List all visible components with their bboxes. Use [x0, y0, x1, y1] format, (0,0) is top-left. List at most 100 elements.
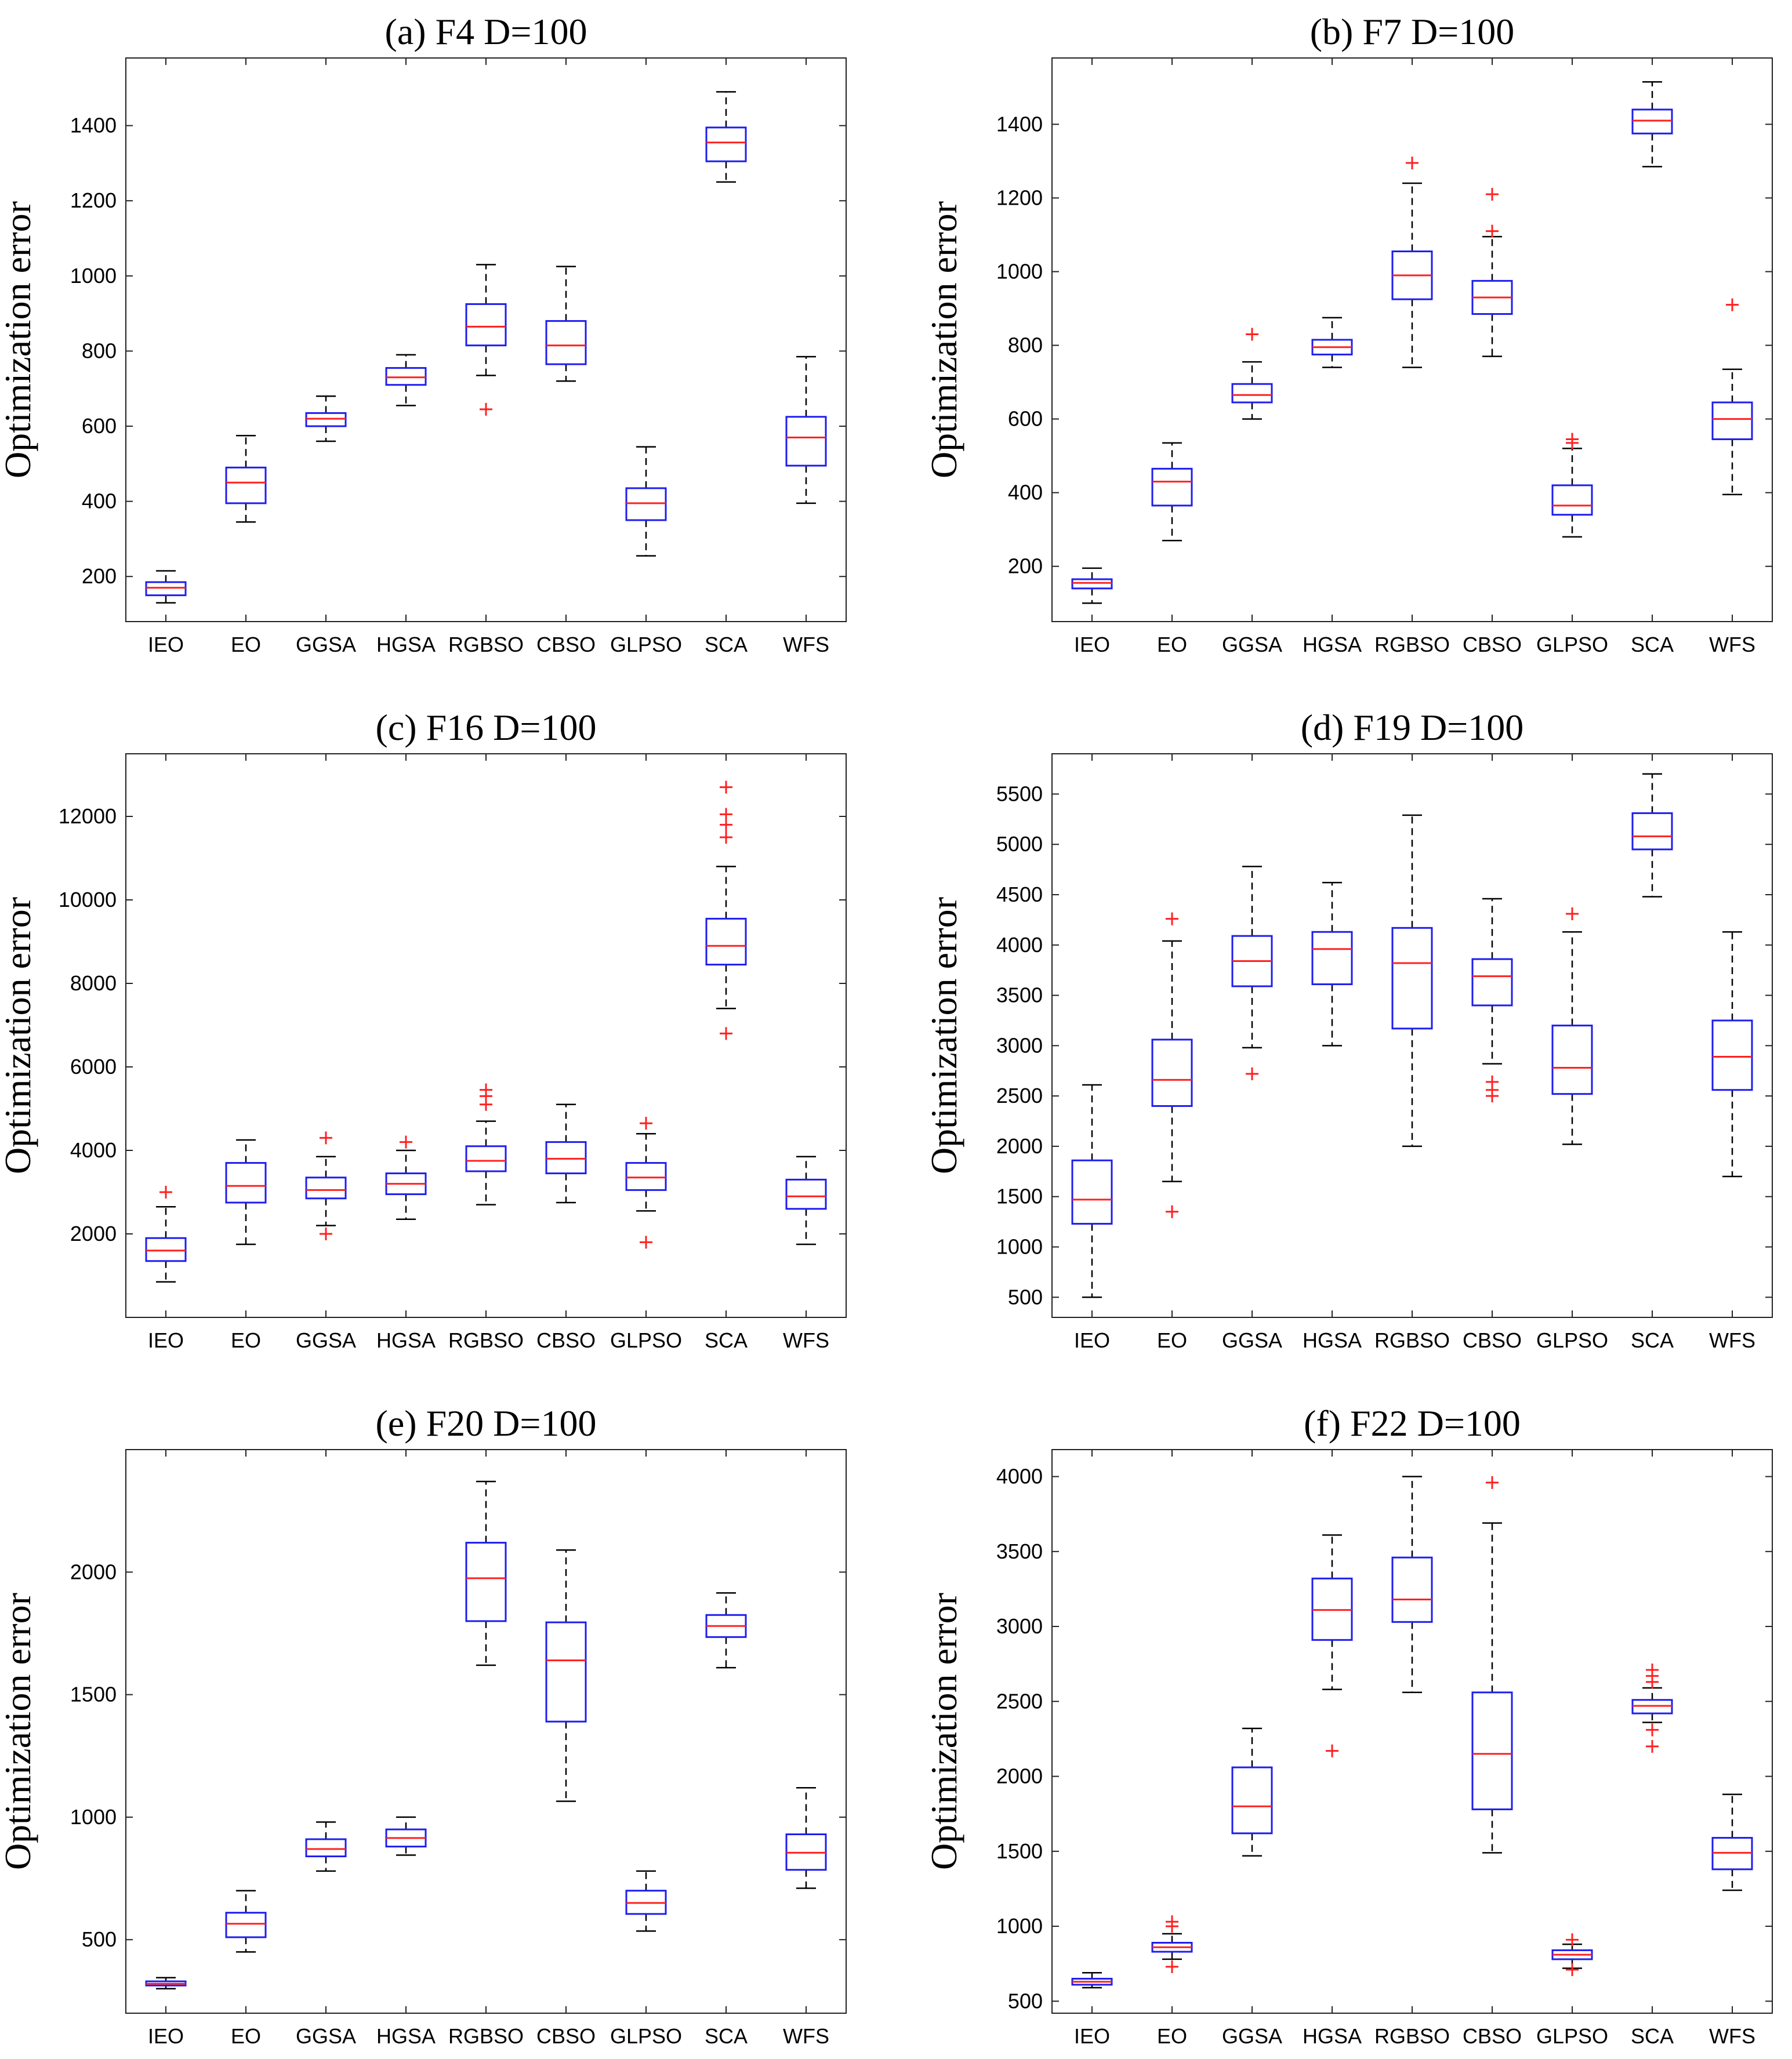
x-tick-label: GGSA — [1222, 633, 1282, 656]
x-tick-label: HGSA — [1303, 2024, 1362, 2048]
outlier-marker — [1486, 224, 1499, 238]
x-tick-label: SCA — [1631, 2024, 1674, 2048]
x-tick-label: WFS — [783, 2024, 829, 2048]
outlier-marker — [320, 1228, 332, 1240]
y-axis-label: Optimization error — [0, 897, 38, 1174]
panel-c-F16: (c) F16 D=100 Optimization error 2000 4000 6… — [0, 707, 847, 1352]
x-tick-label: EO — [231, 1328, 261, 1352]
y-tick-label: 1000 — [70, 1805, 117, 1829]
y-tick-label: 500 — [82, 1927, 117, 1951]
y-tick-label: 1200 — [70, 188, 117, 212]
y-tick-label: 12000 — [59, 804, 117, 828]
outlier-marker — [1566, 433, 1579, 446]
outlier-marker — [480, 402, 492, 416]
y-tick-label: 500 — [1008, 1285, 1043, 1309]
y-tick-label: 1400 — [996, 112, 1043, 136]
outlier-marker — [1646, 1740, 1659, 1753]
x-tick-label: IEO — [1074, 2024, 1110, 2048]
x-tick-label: CBSO — [536, 2024, 596, 2048]
y-tick-label: 600 — [1008, 407, 1043, 431]
outlier-marker — [1166, 1205, 1178, 1218]
y-tick-label: 2500 — [996, 1689, 1043, 1713]
x-tick-label: RGBSO — [1374, 633, 1450, 656]
box-ieo — [145, 581, 187, 597]
box-wfs — [1711, 1019, 1753, 1091]
x-tick-label: IEO — [148, 1328, 184, 1352]
outlier-marker — [159, 1186, 172, 1199]
y-tick-label: 1500 — [996, 1839, 1043, 1863]
x-tick-label: GGSA — [296, 633, 356, 656]
x-tick-label: SCA — [705, 633, 748, 656]
chart-title: (f) F22 D=100 — [1304, 1403, 1521, 1444]
panel-a-F4: (a) F4 D=100 Optimization error 200 400 600 8… — [0, 11, 847, 656]
outlier-marker — [1166, 912, 1178, 925]
outlier-marker — [400, 1135, 412, 1149]
x-tick-label: RGBSO — [1374, 1328, 1450, 1352]
x-tick-label: HGSA — [376, 1328, 436, 1352]
x-tick-label: CBSO — [536, 633, 596, 656]
box-ggsa — [305, 1176, 347, 1200]
box-wfs — [785, 416, 827, 467]
box-eo — [225, 1162, 267, 1204]
outlier-marker — [720, 808, 732, 821]
y-tick-label: 200 — [82, 564, 117, 588]
x-tick-label: RGBSO — [448, 2024, 524, 2048]
outlier-marker — [1486, 1075, 1499, 1088]
box-sca — [1631, 108, 1673, 135]
y-axis-label: Optimization error — [923, 897, 964, 1174]
x-tick-label: WFS — [1709, 2024, 1755, 2048]
y-tick-label: 1000 — [70, 264, 117, 288]
box-eo — [1151, 1038, 1193, 1107]
y-tick-label: 2000 — [996, 1764, 1043, 1788]
box-ggsa — [1231, 1766, 1273, 1835]
box-rgbso — [465, 1145, 507, 1172]
outlier-marker — [1646, 1664, 1659, 1677]
x-tick-label: GLPSO — [610, 2024, 682, 2048]
y-tick-label: 3000 — [996, 1033, 1043, 1057]
box-sca — [705, 917, 747, 966]
outlier-marker — [1246, 1067, 1258, 1080]
y-tick-label: 500 — [1008, 1989, 1043, 2013]
box-rgbso — [1391, 1556, 1433, 1623]
x-tick-label: SCA — [1631, 1328, 1674, 1352]
x-tick-label: SCA — [705, 2024, 748, 2048]
y-tick-label: 5000 — [996, 832, 1043, 856]
panel-d-F19: (d) F19 D=100 Optimization error 500 1000 15… — [923, 707, 1773, 1352]
outlier-marker — [1566, 907, 1579, 920]
x-tick-label: WFS — [1709, 1328, 1755, 1352]
box-glpso — [1551, 1025, 1593, 1095]
y-tick-label: 2000 — [70, 1222, 117, 1245]
x-tick-label: RGBSO — [448, 633, 524, 656]
box-rgbso — [465, 1542, 507, 1622]
y-tick-label: 4000 — [70, 1138, 117, 1162]
y-tick-label: 10000 — [59, 888, 117, 912]
y-tick-label: 3500 — [996, 983, 1043, 1007]
outlier-marker — [1486, 1476, 1499, 1489]
x-tick-label: IEO — [1074, 1328, 1110, 1352]
box-cbso — [1471, 958, 1513, 1007]
y-tick-label: 1200 — [996, 186, 1043, 209]
y-tick-label: 1500 — [70, 1683, 117, 1706]
y-tick-label: 3500 — [996, 1539, 1043, 1563]
x-tick-label: EO — [1157, 2024, 1187, 2048]
plot-frame — [1051, 753, 1773, 1318]
y-tick-label: 2000 — [70, 1560, 117, 1584]
x-tick-label: CBSO — [1463, 633, 1522, 656]
panel-b-F7: (b) F7 D=100 Optimization error 200 400 600 8… — [923, 11, 1773, 656]
x-tick-label: RGBSO — [1374, 2024, 1450, 2048]
x-tick-label: WFS — [1709, 633, 1755, 656]
y-tick-label: 5500 — [996, 782, 1043, 805]
box-hgsa — [1311, 931, 1353, 985]
y-tick-label: 1000 — [996, 1914, 1043, 1938]
outlier-marker — [1326, 1744, 1338, 1757]
box-rgbso — [465, 303, 507, 347]
x-tick-label: IEO — [148, 2024, 184, 2048]
x-tick-label: IEO — [148, 633, 184, 656]
x-tick-label: SCA — [705, 1328, 748, 1352]
box-ggsa — [1231, 383, 1273, 404]
chart-title: (a) F4 D=100 — [385, 11, 587, 52]
y-tick-label: 400 — [1008, 481, 1043, 504]
outlier-marker — [720, 780, 732, 794]
x-tick-label: HGSA — [1303, 633, 1362, 656]
y-tick-label: 800 — [1008, 333, 1043, 357]
